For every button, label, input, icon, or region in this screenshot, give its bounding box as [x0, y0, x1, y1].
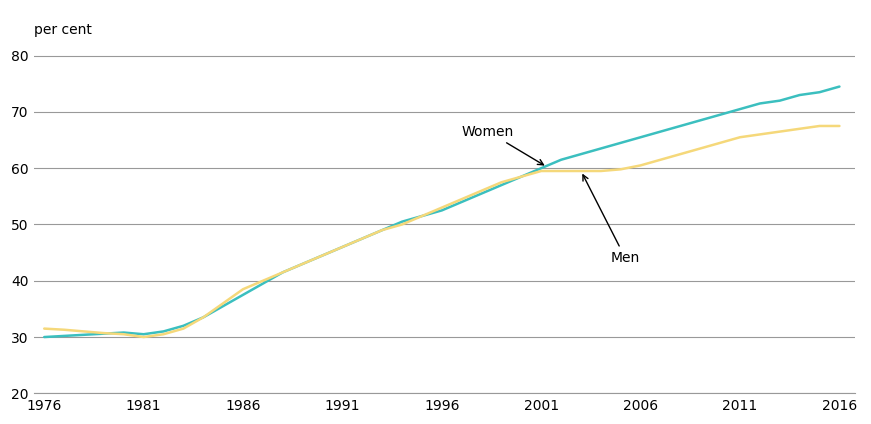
Text: Women: Women: [462, 125, 544, 165]
Text: per cent: per cent: [34, 23, 92, 37]
Text: Men: Men: [583, 175, 640, 265]
